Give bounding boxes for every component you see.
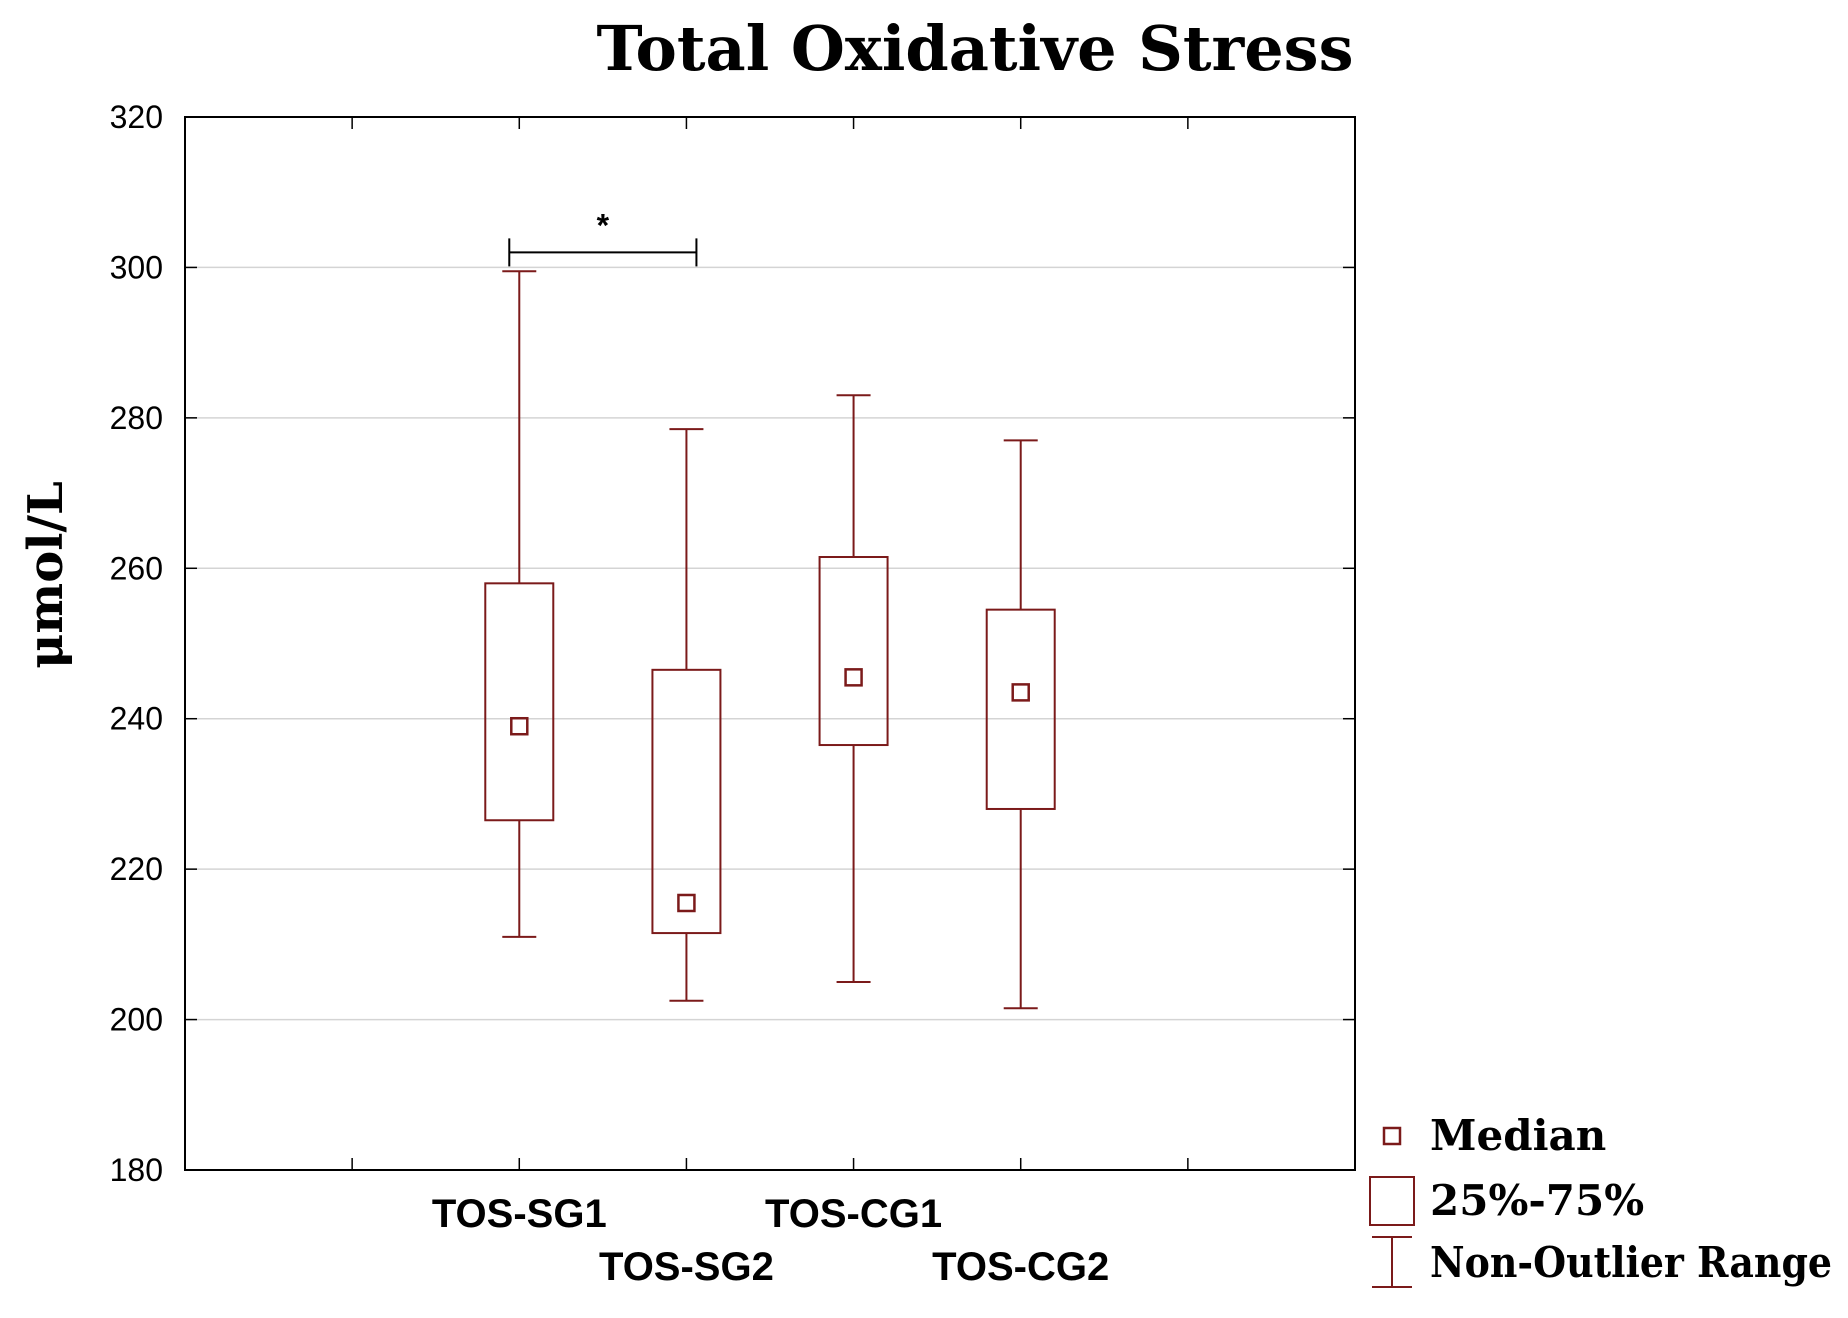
legend-entry-range: Non-Outlier Range bbox=[1372, 1236, 1832, 1288]
legend-entry-median: Median bbox=[1382, 1111, 1606, 1160]
iqr-box bbox=[985, 608, 1056, 810]
box-group-tos-sg1: TOS-SG1 bbox=[432, 270, 607, 1236]
category-label: TOS-CG2 bbox=[932, 1245, 1109, 1289]
legend: Median 25%-75% Non-Outlier Range bbox=[1369, 1111, 1832, 1288]
y-tick-label: 240 bbox=[110, 701, 163, 737]
legend-label-range: Non-Outlier Range bbox=[1430, 1238, 1832, 1287]
legend-iqr-symbol bbox=[1369, 1176, 1415, 1226]
legend-label-median: Median bbox=[1430, 1111, 1606, 1160]
box-group-tos-sg2: TOS-SG2 bbox=[599, 428, 774, 1289]
y-tick-label: 300 bbox=[110, 249, 163, 285]
y-tick-label: 280 bbox=[110, 400, 163, 436]
grid-lines bbox=[185, 266, 1355, 1021]
median-marker bbox=[677, 893, 696, 913]
category-label: TOS-SG2 bbox=[599, 1245, 774, 1289]
significance-annotations: * bbox=[508, 207, 698, 267]
median-marker bbox=[510, 716, 529, 736]
y-tick-label: 220 bbox=[110, 851, 163, 887]
category-label: TOS-CG1 bbox=[765, 1192, 942, 1236]
significance-bracket: * bbox=[508, 207, 698, 267]
plot-frame bbox=[184, 116, 1356, 1171]
y-tick-label: 200 bbox=[110, 1002, 163, 1038]
box-group-tos-cg2: TOS-CG2 bbox=[932, 439, 1109, 1289]
significance-label: * bbox=[597, 207, 610, 243]
legend-label-iqr: 25%-75% bbox=[1430, 1176, 1644, 1225]
box-group-tos-cg1: TOS-CG1 bbox=[765, 394, 942, 1236]
y-tick-label: 320 bbox=[110, 99, 163, 135]
iqr-box bbox=[651, 668, 722, 935]
y-axis-label: μmol/L bbox=[18, 481, 74, 668]
y-tick-label: 260 bbox=[110, 550, 163, 586]
median-marker bbox=[844, 668, 863, 687]
chart-title: Total Oxidative Stress bbox=[597, 12, 1354, 85]
median-marker bbox=[1011, 683, 1030, 702]
iqr-box bbox=[484, 582, 555, 822]
legend-entry-iqr: 25%-75% bbox=[1369, 1176, 1644, 1226]
category-label: TOS-SG1 bbox=[432, 1192, 607, 1236]
iqr-box bbox=[818, 556, 889, 747]
boxes: TOS-SG1 TOS-SG2 TOS-CG1 TOS-CG2 bbox=[432, 270, 1109, 1289]
legend-median-symbol bbox=[1382, 1126, 1402, 1146]
axes: 180 200 220 240 260 280 300 320 bbox=[110, 99, 1356, 1188]
y-tick-label: 180 bbox=[110, 1152, 163, 1188]
